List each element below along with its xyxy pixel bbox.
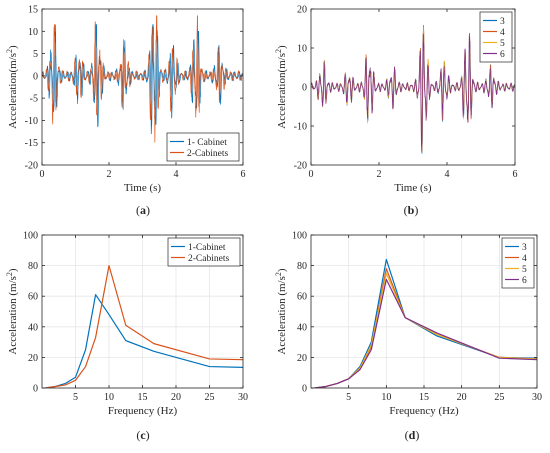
legend-label: 4 [522,254,527,264]
x-tick-label: 5 [73,392,78,403]
legend-label: 1-Cabinet [188,243,226,253]
x-tick-label: 30 [532,392,542,403]
x-tick-label: 2 [107,169,112,180]
x-tick-label: 25 [205,392,215,403]
x-tick-label: 15 [138,392,148,403]
series-group [42,15,243,143]
legend-box [166,132,240,162]
y-tick-label: 100 [292,231,307,242]
x-tick-label: 6 [513,169,518,180]
legend-label: 6 [500,50,505,60]
series-line-1-cabinet [45,294,243,388]
x-tick-label: 15 [419,392,429,403]
y-axis-label: Acceleration(m/s2) [274,45,288,129]
y-tick-label: -15 [25,138,38,149]
x-tick-label: 5 [346,392,351,403]
y-tick-label: -5 [30,94,38,105]
x-tick-label: 0 [309,169,314,180]
x-axis-label: Time (s) [124,182,162,194]
chart-panel-a: 0 2 4 6 -20 -15 -10 -5 0 5 10 15 Time (s) Acceleratio… [5,5,246,218]
y-tick-label: 60 [28,292,38,303]
y-tick-label: 0 [33,71,38,82]
chart-panel-d: 5 10 15 20 25 30 0 20 40 60 80 100 Frequency (Hz) Acc… [274,231,542,443]
legend-label: 2-Cabinets [187,149,228,159]
legend-label: 5 [500,39,505,49]
series-line-6 [311,32,515,152]
series-group [311,25,515,154]
x-axis-label: Frequency (Hz) [389,405,459,417]
x-tick-label: 20 [171,392,181,403]
x-tick-label: 10 [104,392,114,403]
y-axis-label: Acceleration (m/s2) [274,268,288,355]
series-line-6 [314,278,537,388]
y-tick-label: -20 [294,161,307,172]
y-tick-label: 15 [28,5,38,16]
y-tick-label: 5 [33,49,38,60]
y-tick-label: 40 [297,322,307,333]
y-tick-label: 10 [297,44,307,55]
series-group [314,258,537,388]
legend-label: 4 [500,28,505,38]
x-tick-label: 20 [457,392,467,403]
y-tick-label: -10 [25,116,38,127]
legend-label: 2-Cabinets [188,254,229,264]
legend-box [501,237,535,289]
y-tick-label: 20 [297,5,307,16]
y-tick-label: -10 [294,122,307,133]
series-line-5 [314,272,537,388]
panel-caption: (b) [404,203,419,217]
legend-label: 1- Cabinet [187,138,227,148]
legend-box [479,11,513,63]
x-tick-label: 2 [377,169,382,180]
series-line-2-cabinets [45,265,243,388]
legend-label: 6 [522,276,527,286]
x-tick-label: 4 [174,169,179,180]
legend-label: 3 [522,243,527,253]
y-tick-label: 60 [297,292,307,303]
y-tick-label: 0 [33,384,38,395]
y-tick-label: 80 [297,261,307,272]
series-line-2-cabinets [42,15,243,143]
y-tick-label: -20 [25,161,38,172]
chart-panel-c: 5 10 15 20 25 30 0 20 40 60 80 100 Frequency (Hz) Acc… [5,231,248,443]
axes-box [41,8,244,166]
y-tick-label: 80 [28,261,38,272]
legend-label: 5 [522,265,527,275]
x-tick-label: 4 [445,169,450,180]
x-tick-label: 10 [381,392,391,403]
y-tick-label: 0 [302,83,307,94]
legend-box [167,237,241,267]
x-axis-label: Time (s) [394,182,432,194]
y-tick-label: 20 [28,353,38,364]
legend-label: 3 [500,17,505,27]
panel-caption: (a) [136,203,150,217]
y-tick-label: 40 [28,322,38,333]
chart-panel-b: 0 2 4 6 -20 -10 0 10 20 Time (s) Acceleration(m/s2… [274,5,518,218]
x-tick-label: 30 [238,392,248,403]
y-axis-label: Acceleration(m/s2) [5,45,19,129]
series-group [45,265,243,388]
x-axis-label: Frequency (Hz) [108,405,178,417]
panel-caption: (d) [405,428,420,442]
y-axis-label: Acceleration (m/s2) [5,268,19,355]
y-tick-label: 20 [297,353,307,364]
y-tick-label: 10 [28,27,38,38]
y-tick-label: 100 [23,231,38,242]
x-tick-label: 6 [241,169,246,180]
x-tick-label: 0 [40,169,45,180]
panel-caption: (c) [136,428,149,442]
y-tick-label: 0 [302,384,307,395]
x-tick-label: 25 [494,392,504,403]
